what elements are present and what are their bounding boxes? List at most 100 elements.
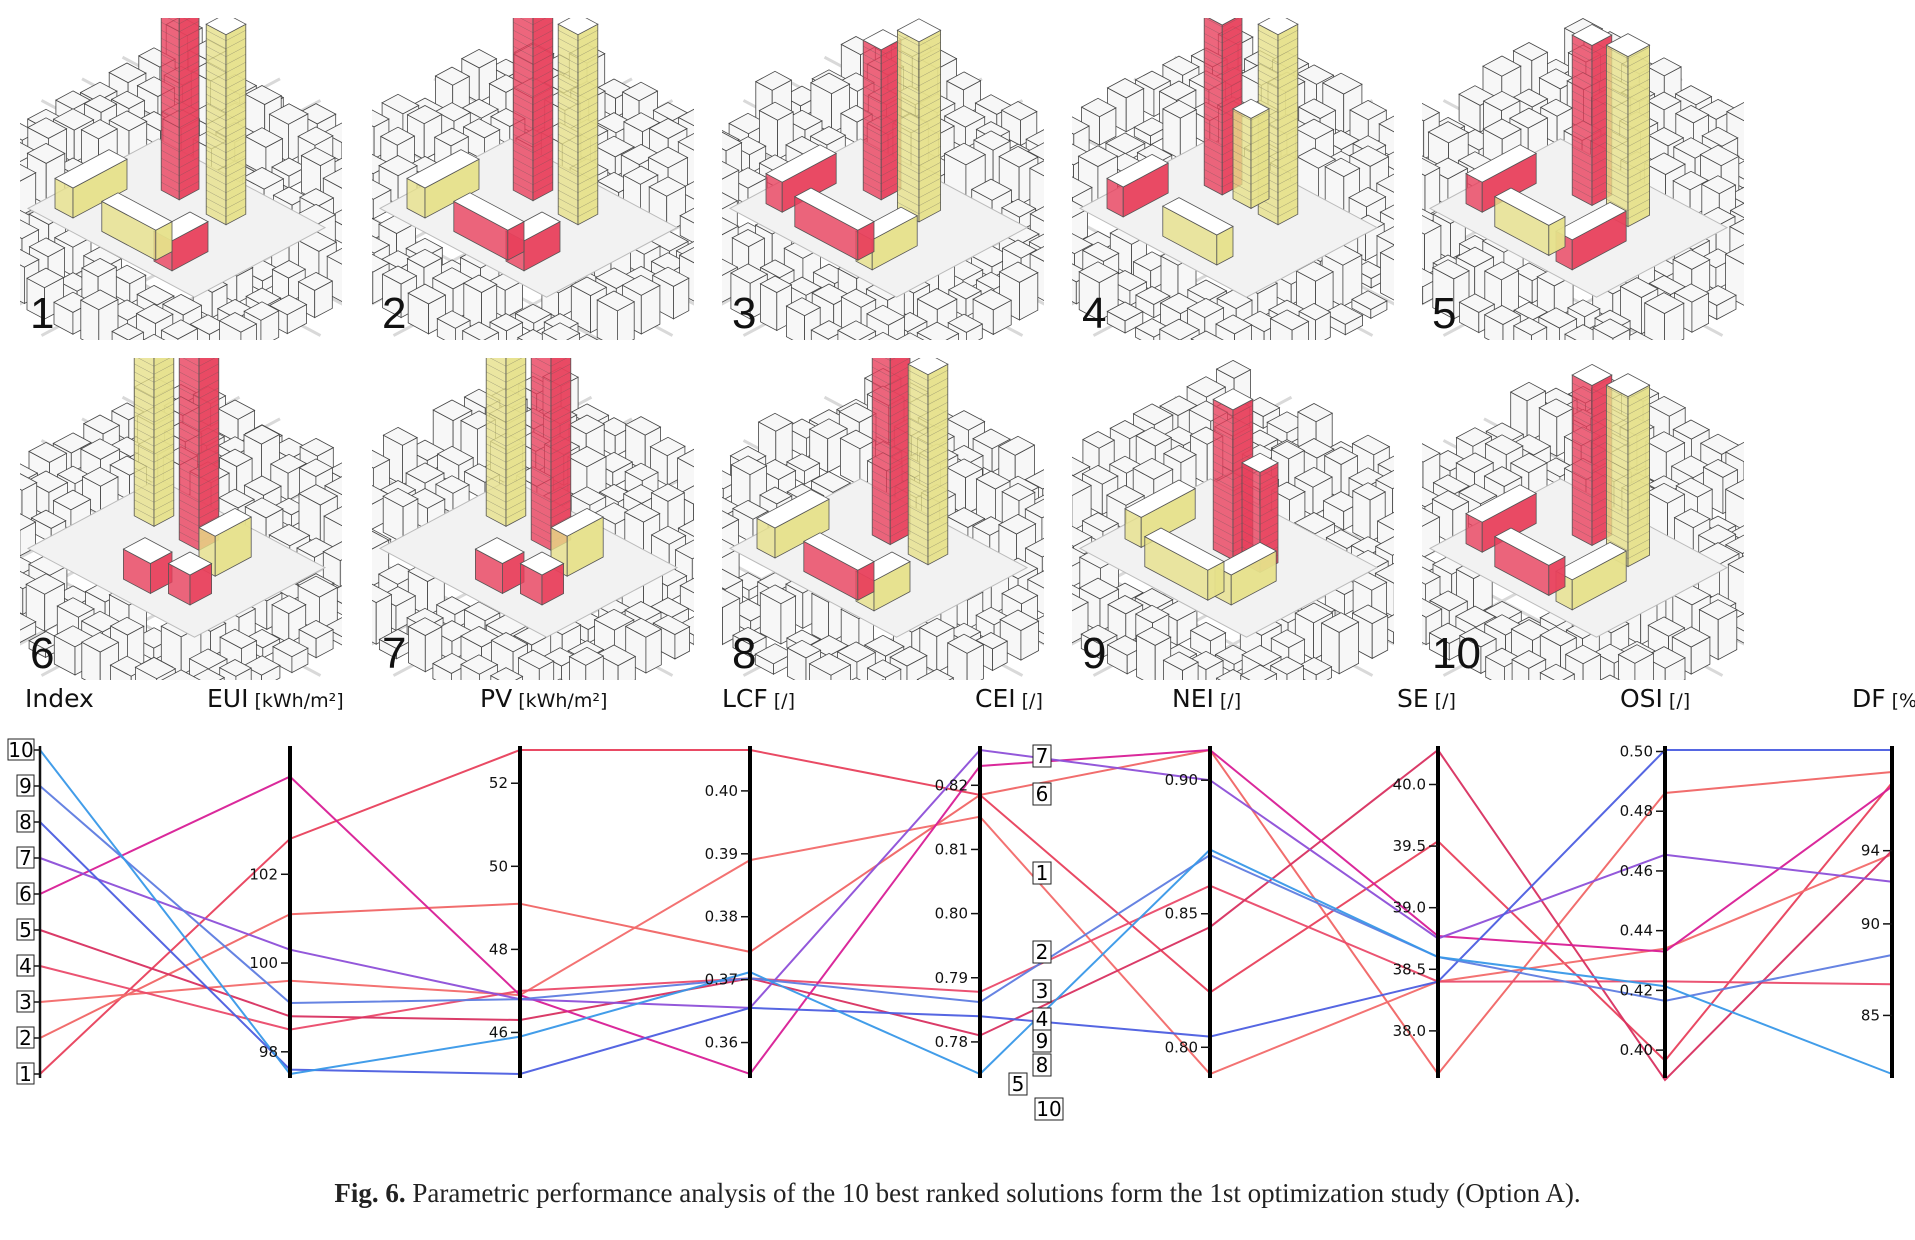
proposed-building-red bbox=[1555, 201, 1628, 271]
tick-label: 102 bbox=[249, 865, 278, 883]
tick-label: 0.40 bbox=[705, 782, 738, 800]
annotation-box: 4 bbox=[1032, 1007, 1052, 1031]
proposed-building-red bbox=[122, 537, 173, 595]
isometric-site-drawing bbox=[1422, 363, 1744, 680]
axis-nei: 0.80 0.85 0.90 bbox=[1165, 746, 1212, 1078]
tick-label: 0.80 bbox=[935, 905, 968, 923]
axis-tick: 39.5 bbox=[1393, 837, 1438, 855]
tick-label: 40.0 bbox=[1393, 775, 1426, 793]
tick-label: 0.39 bbox=[705, 845, 738, 863]
axis-tick: 0.80 bbox=[1165, 1038, 1210, 1056]
proposed-building-red bbox=[167, 551, 213, 606]
solution-number: 7 bbox=[382, 629, 407, 678]
annotation-label: 9 bbox=[1036, 1029, 1049, 1053]
tick-label: 9 bbox=[19, 774, 32, 798]
proposed-building-red bbox=[871, 358, 911, 546]
annotation-label: 6 bbox=[1036, 782, 1049, 806]
axis-tick: 94 bbox=[1861, 842, 1892, 860]
proposed-building-yellow bbox=[1605, 33, 1651, 228]
tick-label: 10 bbox=[8, 738, 33, 762]
tick-label: 6 bbox=[19, 882, 32, 906]
axis-header-osi: OSI [/] bbox=[1620, 684, 1690, 713]
proposed-building-red bbox=[1571, 363, 1613, 547]
proposed-building-yellow bbox=[896, 18, 942, 223]
isometric-site-drawing bbox=[1072, 359, 1394, 680]
solution-number: 2 bbox=[382, 289, 407, 338]
tick-label: 98 bbox=[259, 1043, 278, 1061]
proposed-building-yellow bbox=[205, 18, 247, 226]
proposed-building-red bbox=[862, 29, 902, 201]
axis-tick: 0.90 bbox=[1165, 771, 1210, 789]
annotation-label: 8 bbox=[1036, 1053, 1049, 1077]
axis-tick: 0.79 bbox=[935, 969, 980, 987]
annotation-label: 10 bbox=[1036, 1097, 1061, 1121]
axis-header-pv: PV [kWh/m²] bbox=[480, 684, 607, 713]
solution-thumbnail: 7 bbox=[372, 358, 694, 680]
proposed-building-yellow bbox=[1493, 187, 1566, 257]
axis-header-cei: CEI [/] bbox=[975, 684, 1043, 713]
proposed-building-yellow bbox=[1555, 541, 1628, 611]
axis-header-se: SE [/] bbox=[1397, 684, 1456, 713]
annotation-label: 2 bbox=[1036, 940, 1049, 964]
proposed-building-yellow bbox=[1232, 98, 1270, 210]
tick-label: 0.50 bbox=[1620, 742, 1653, 760]
axis-name: NEI bbox=[1172, 684, 1214, 713]
tick-label: 0.46 bbox=[1620, 862, 1653, 880]
axis-tick: 0.81 bbox=[935, 840, 980, 858]
proposed-building-yellow bbox=[485, 358, 527, 527]
tick-label: 2 bbox=[19, 1026, 32, 1050]
tick-label: 38.0 bbox=[1393, 1022, 1426, 1040]
tick-label: 94 bbox=[1861, 842, 1880, 860]
axis-name: SE bbox=[1397, 684, 1429, 713]
axis-name: EUI bbox=[207, 684, 248, 713]
proposed-building-red bbox=[1571, 23, 1613, 207]
axis-header-index: Index bbox=[25, 684, 94, 713]
axis-unit: [/] bbox=[1022, 690, 1043, 712]
axis-tick: 6 bbox=[16, 882, 40, 906]
tick-label: 0.81 bbox=[935, 840, 968, 858]
tick-label: 4 bbox=[19, 954, 32, 978]
annotation-box: 8 bbox=[1032, 1053, 1052, 1077]
tick-label: 0.42 bbox=[1620, 981, 1653, 999]
axis-name: CEI bbox=[975, 684, 1016, 713]
axis-unit: [/] bbox=[774, 690, 795, 712]
isometric-site-drawing bbox=[1422, 18, 1744, 340]
tick-label: 1 bbox=[19, 1062, 32, 1086]
axis-tick: 0.42 bbox=[1620, 981, 1665, 999]
axis-tick: 3 bbox=[16, 990, 40, 1014]
isometric-site-drawing bbox=[20, 358, 342, 680]
axis-tick: 100 bbox=[249, 954, 290, 972]
axis-tick: 8 bbox=[16, 810, 40, 834]
proposed-building-yellow bbox=[406, 149, 480, 219]
annotation-box: 3 bbox=[1032, 979, 1052, 1003]
axis-df: 85 90 94 bbox=[1861, 746, 1894, 1078]
caption-text: Parametric performance analysis of the 1… bbox=[412, 1178, 1581, 1208]
solution-thumbnails: 1 2 3 4 5 6 7 8 9 10 bbox=[20, 18, 1744, 680]
annotation-box: 9 bbox=[1032, 1029, 1052, 1053]
proposed-building-red bbox=[519, 551, 565, 606]
axis-tick: 10 bbox=[7, 738, 40, 762]
tick-label: 0.85 bbox=[1165, 905, 1198, 923]
proposed-building-red bbox=[512, 18, 554, 202]
parallel-coordinates-chart: Index EUI [kWh/m²] PV [kWh/m²] LCF [/] CEI [/] NE… bbox=[7, 684, 1915, 1121]
axis-unit: [%] bbox=[1892, 690, 1915, 712]
axis-tick: 40.0 bbox=[1393, 775, 1438, 793]
proposed-building-red bbox=[178, 358, 220, 551]
axis-tick: 90 bbox=[1861, 915, 1892, 933]
proposed-building-yellow bbox=[1605, 373, 1651, 568]
annotation-box: 2 bbox=[1032, 940, 1052, 964]
isometric-site-drawing bbox=[372, 358, 694, 680]
tick-label: 0.80 bbox=[1165, 1038, 1198, 1056]
axis-tick: 98 bbox=[259, 1043, 290, 1061]
tick-label: 3 bbox=[19, 990, 32, 1014]
tick-label: 0.38 bbox=[705, 908, 738, 926]
isometric-site-drawing bbox=[722, 18, 1044, 340]
tick-label: 0.36 bbox=[705, 1034, 738, 1052]
axis-tick: 38.0 bbox=[1393, 1022, 1438, 1040]
tick-label: 0.90 bbox=[1165, 771, 1198, 789]
proposed-building-yellow bbox=[1124, 479, 1197, 549]
axis-header-df: DF [%] bbox=[1852, 684, 1915, 713]
annotation-box: 10 bbox=[1034, 1097, 1064, 1121]
proposed-building-red bbox=[1493, 527, 1566, 597]
axis-unit: [kWh/m²] bbox=[518, 690, 607, 712]
